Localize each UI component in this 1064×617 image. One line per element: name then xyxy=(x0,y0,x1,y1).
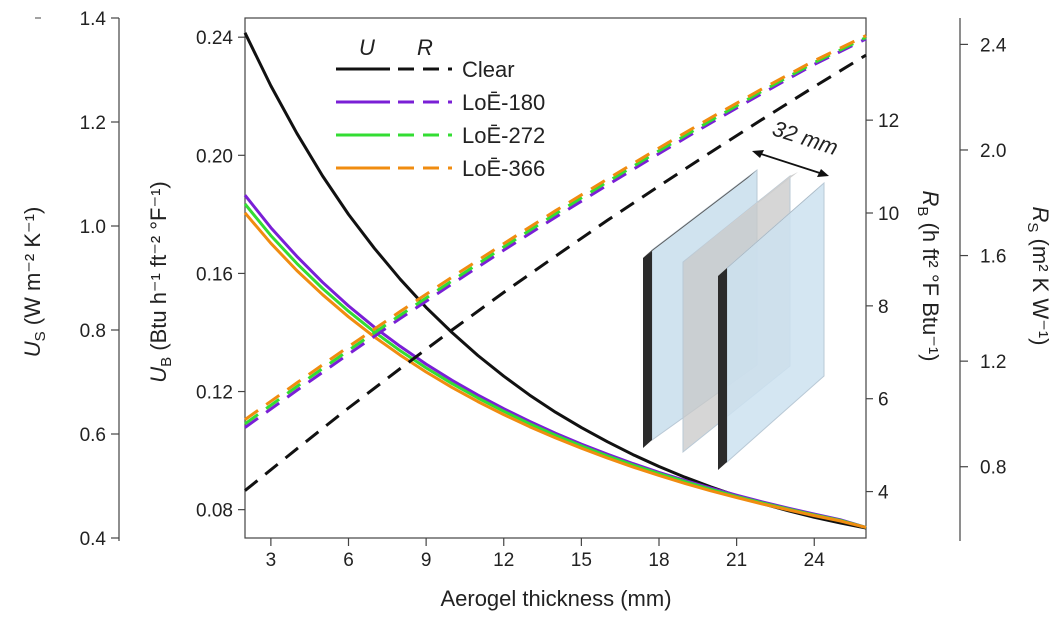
us-tick-label: 0.4 xyxy=(80,529,107,550)
axes-frame: 3 6 9 12 15 18 21 24 0.08 0.12 0.16 0.20 0.24 4 6 8 10 12… xyxy=(35,9,1007,571)
rs-tick-label: 2.4 xyxy=(980,35,1007,56)
us-tick-label: 1.0 xyxy=(80,217,106,238)
ub-tick-label: 0.20 xyxy=(196,146,233,167)
dimension-arrowhead-left xyxy=(752,150,764,158)
x-tick-label: 6 xyxy=(343,550,354,571)
pane-edge xyxy=(643,250,652,448)
legend-header-r: R xyxy=(417,35,433,60)
series-u-lo-366 xyxy=(243,211,867,529)
x-axis-label: Aerogel thickness (mm) xyxy=(440,586,671,611)
pane-top xyxy=(718,183,824,276)
us-tick-label: 0.6 xyxy=(80,425,106,446)
legend: U R Clear LoĒ-180 LoĒ-272 LoĒ-366 xyxy=(336,35,545,181)
rs-tick-label: 1.2 xyxy=(980,352,1006,373)
ub-tick-label: 0.24 xyxy=(196,28,233,49)
ub-tick-label: 0.12 xyxy=(196,383,233,404)
dimension-arrowhead-right xyxy=(817,169,829,177)
series-group xyxy=(243,32,867,530)
pane-edge xyxy=(718,268,727,470)
rb-tick-label: 12 xyxy=(878,111,899,132)
us-axis-label: US (W m⁻² K⁻¹) xyxy=(20,207,49,358)
legend-header-u: U xyxy=(359,35,375,60)
x-tick-label: 24 xyxy=(804,550,826,571)
ub-tick-label: 0.16 xyxy=(196,264,233,285)
x-tick-label: 3 xyxy=(266,550,277,571)
rb-tick-label: 4 xyxy=(878,483,889,504)
rb-tick-label: 8 xyxy=(878,297,889,318)
x-tick-label: 12 xyxy=(493,550,514,571)
us-tick-label: 1.4 xyxy=(80,9,107,30)
axis-labels: Aerogel thickness (mm) US (W m⁻² K⁻¹) UB (… xyxy=(20,181,1053,611)
rs-tick-label: 0.8 xyxy=(980,458,1006,479)
pane-top xyxy=(643,170,757,258)
x-tick-label: 15 xyxy=(571,550,592,571)
series-r-clear xyxy=(244,53,867,492)
ub-tick-label: 0.08 xyxy=(196,501,233,522)
rs-tick-label: 1.6 xyxy=(980,247,1006,268)
dimension-line xyxy=(754,151,827,176)
triple-glazing-inset: 32 mm xyxy=(643,116,841,470)
pane-middle-top xyxy=(683,172,798,262)
dimension-label: 32 mm xyxy=(769,116,841,161)
plot-area xyxy=(244,17,867,539)
series-r-lo-366 xyxy=(244,34,867,421)
legend-label: LoĒ-272 xyxy=(462,123,545,148)
legend-label: LoĒ-180 xyxy=(462,90,545,115)
us-tick-label: 0.8 xyxy=(80,321,106,342)
rb-axis-label: RB (h ft² °F Btu⁻¹) xyxy=(914,191,943,362)
ub-axis-label: UB (Btu h⁻¹ ft⁻² °F⁻¹) xyxy=(146,181,175,383)
rb-tick-label: 10 xyxy=(878,204,899,225)
x-tick-label: 21 xyxy=(726,550,747,571)
x-tick-label: 18 xyxy=(648,550,669,571)
us-tick-label: 1.2 xyxy=(80,113,106,134)
pane-back xyxy=(718,181,825,470)
legend-label: LoĒ-366 xyxy=(462,156,545,181)
series-r-lo-180 xyxy=(244,37,867,429)
rs-tick-label: 2.0 xyxy=(980,141,1006,162)
x-tick-label: 9 xyxy=(421,550,432,571)
rb-tick-label: 6 xyxy=(878,390,889,411)
series-r-lo-272 xyxy=(244,36,867,426)
rs-axis-label: RS (m² K W⁻¹) xyxy=(1024,207,1053,346)
legend-label: Clear xyxy=(462,57,515,82)
